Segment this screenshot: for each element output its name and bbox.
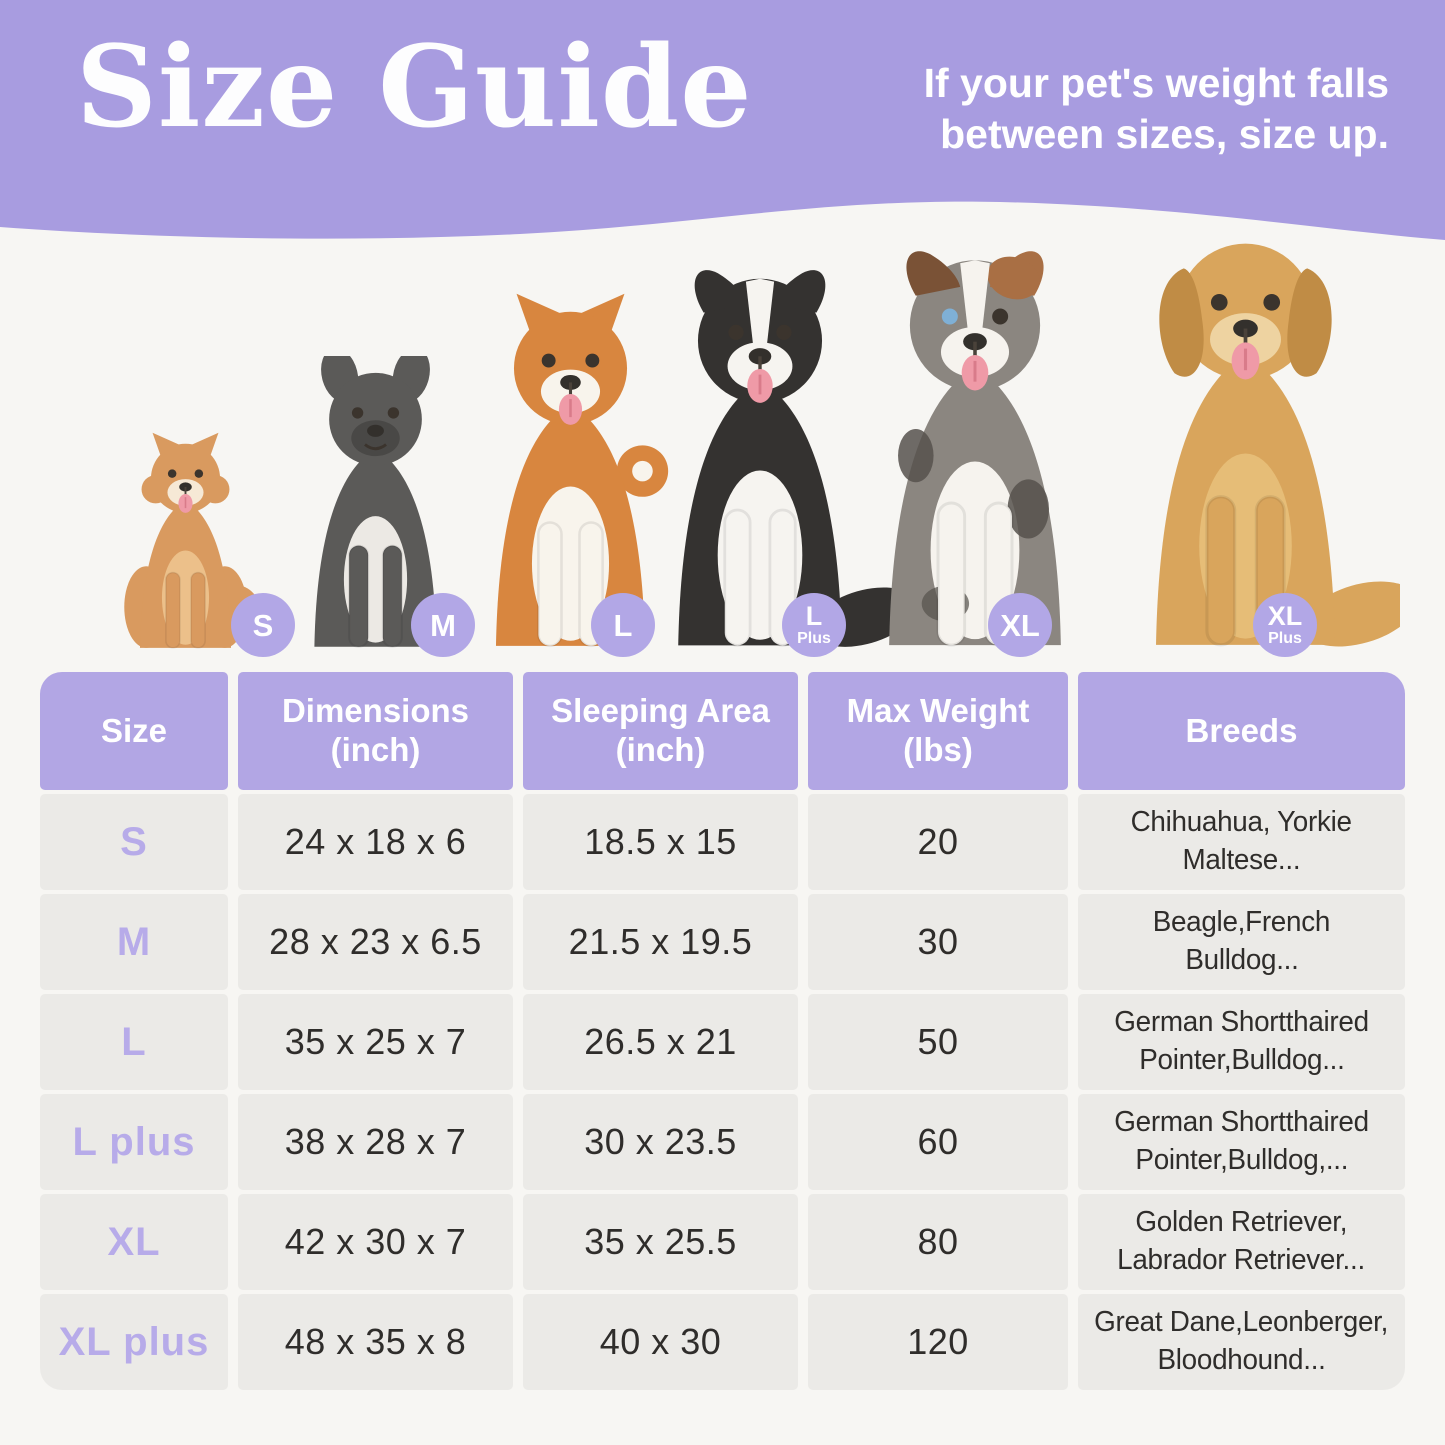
table-cell-sleeping-area: 35 x 25.5: [523, 1194, 798, 1290]
sizing-note-line-1: If your pet's weight falls: [923, 60, 1389, 106]
table-cell-sleeping-area: 18.5 x 15: [523, 794, 798, 890]
size-badge-label: XL: [1267, 601, 1303, 631]
sizing-note-line-2: between sizes, size up.: [940, 111, 1389, 158]
breeds-line: Chihuahua, Yorkie: [1130, 806, 1353, 839]
breeds-line: Bloodhound...: [1157, 1344, 1326, 1376]
breeds-line: German Shortthaired: [1114, 1006, 1369, 1039]
size-guide-table: Size Dimensions (inch) Sleeping Area (inch) M…: [40, 672, 1405, 1390]
size-badge-xl: XL: [988, 593, 1052, 657]
table-cell-sleeping-area: 26.5 x 21: [523, 994, 798, 1090]
column-header-line: Max Weight: [846, 692, 1030, 730]
pomeranian-dog-image: [107, 431, 264, 651]
column-header-line: Sleeping Area: [551, 692, 770, 730]
table-cell-sleeping-area: 40 x 30: [523, 1294, 798, 1390]
size-badge-label: L: [613, 607, 633, 643]
table-cell-max-weight: 120: [808, 1294, 1068, 1390]
table-cell-max-weight: 80: [808, 1194, 1068, 1290]
table-cell-size: XL plus: [40, 1294, 228, 1390]
table-cell-max-weight: 50: [808, 994, 1068, 1090]
table-cell-breeds: German Shortthaired Pointer,Bulldog,...: [1078, 1094, 1405, 1190]
breeds-line: Pointer,Bulldog...: [1138, 1044, 1345, 1076]
table-cell-dimensions: 48 x 35 x 8: [238, 1294, 513, 1390]
header-wave-background: [0, 0, 1445, 240]
size-badge-label: XL: [1000, 607, 1040, 643]
breeds-line: Great Dane,Leonberger,: [1094, 1306, 1389, 1339]
column-header-line: (inch): [615, 731, 706, 768]
table-cell-sleeping-area: 30 x 23.5: [523, 1094, 798, 1190]
size-badge-label: Plus: [1268, 630, 1302, 647]
australian-shepherd-dog-image: [827, 236, 1123, 651]
column-header-line: (lbs): [903, 731, 973, 768]
size-badge-label: Plus: [797, 630, 831, 647]
table-cell-breeds: Great Dane,Leonberger, Bloodhound...: [1078, 1294, 1405, 1390]
sizing-note: If your pet's weight falls between sizes…: [924, 58, 1389, 161]
column-header-line: Breeds: [1185, 711, 1298, 749]
table-cell-breeds: German Shortthaired Pointer,Bulldog...: [1078, 994, 1405, 1090]
table-cell-dimensions: 38 x 28 x 7: [238, 1094, 513, 1190]
shiba-inu-dog-image: [442, 291, 699, 651]
breeds-line: Pointer,Bulldog,...: [1135, 1144, 1348, 1176]
breeds-line: Golden Retriever,: [1135, 1206, 1348, 1239]
column-header-line: Size: [100, 711, 168, 749]
table-cell-dimensions: 28 x 23 x 6.5: [238, 894, 513, 990]
table-cell-max-weight: 30: [808, 894, 1068, 990]
size-badge-m: M: [411, 593, 475, 657]
breeds-line: Maltese...: [1182, 844, 1301, 876]
french-bulldog-dog-image: [270, 356, 481, 651]
table-cell-size: L: [40, 994, 228, 1090]
table-cell-sleeping-area: 21.5 x 19.5: [523, 894, 798, 990]
column-header-line: Dimensions: [281, 692, 470, 730]
size-badge-xl-plus: XL Plus: [1253, 593, 1317, 657]
column-header-breeds: Breeds: [1078, 672, 1405, 790]
dog-size-lineup: S M L L Plus XL XL Plus: [0, 205, 1445, 657]
size-badge-l-plus: L Plus: [782, 593, 846, 657]
size-badge-label: L: [805, 601, 823, 631]
size-badge-label: M: [430, 607, 456, 643]
table-cell-dimensions: 35 x 25 x 7: [238, 994, 513, 1090]
column-header-dimensions: Dimensions (inch): [238, 672, 513, 790]
page-title: Size Guide: [76, 22, 753, 153]
size-badge-s: S: [231, 593, 295, 657]
table-cell-size: XL: [40, 1194, 228, 1290]
column-header-max-weight: Max Weight (lbs): [808, 672, 1068, 790]
table-cell-size: L plus: [40, 1094, 228, 1190]
breeds-line: German Shortthaired: [1114, 1106, 1369, 1139]
golden-retriever-dog-image: [1091, 219, 1400, 651]
breeds-line: Beagle,French: [1152, 906, 1331, 939]
table-cell-dimensions: 42 x 30 x 7: [238, 1194, 513, 1290]
breeds-line: Bulldog...: [1184, 944, 1299, 976]
table-cell-breeds: Chihuahua, Yorkie Maltese...: [1078, 794, 1405, 890]
table-cell-size: M: [40, 894, 228, 990]
column-header-sleeping-area: Sleeping Area (inch): [523, 672, 798, 790]
table-cell-breeds: Beagle,French Bulldog...: [1078, 894, 1405, 990]
header-wave-path: [0, 0, 1445, 240]
column-header-size: Size: [40, 672, 228, 790]
table-cell-dimensions: 24 x 18 x 6: [238, 794, 513, 890]
column-header-line: (inch): [330, 731, 421, 768]
table-cell-max-weight: 60: [808, 1094, 1068, 1190]
size-badge-label: S: [252, 607, 274, 643]
table-cell-breeds: Golden Retriever, Labrador Retriever...: [1078, 1194, 1405, 1290]
table-cell-size: S: [40, 794, 228, 890]
breeds-line: Labrador Retriever...: [1117, 1244, 1366, 1276]
table-cell-max-weight: 20: [808, 794, 1068, 890]
size-badge-l: L: [591, 593, 655, 657]
